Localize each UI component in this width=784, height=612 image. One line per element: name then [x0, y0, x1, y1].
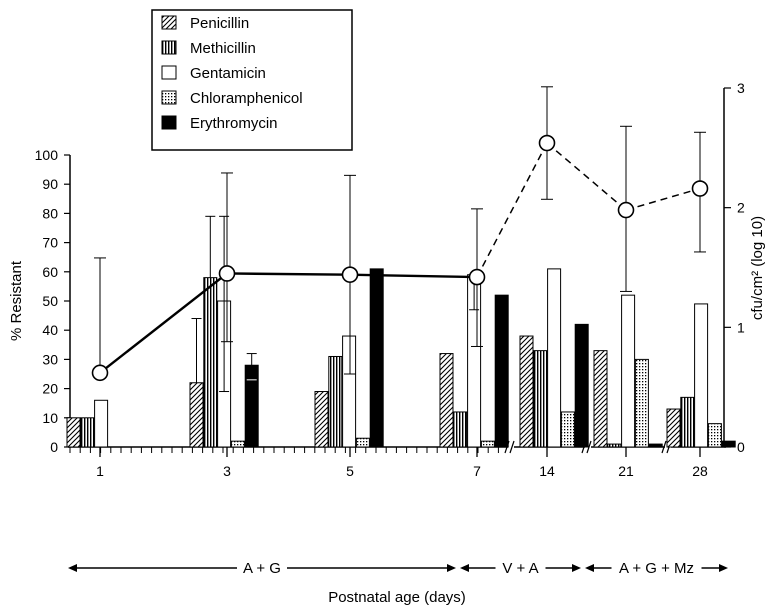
treatment-label: A + G	[243, 560, 281, 577]
x-tick-label: 28	[692, 463, 708, 479]
bar-gentamicin-day-14	[547, 268, 562, 448]
bar-chloramphenicol-day-5	[355, 437, 370, 448]
bar-gentamicin-day-5	[342, 335, 357, 448]
axes: 0 10 20 30 40 50 60 70 80 90 100 0 1 2 3 1 3 5 7 14 21 28 %…	[8, 80, 766, 606]
bar-methicillin-day-14	[533, 350, 548, 448]
count-point-day-28	[691, 180, 709, 197]
treatment-label-bg	[237, 558, 287, 578]
x-tick-label: 1	[96, 463, 104, 479]
treatment-label: A + G + Mz	[619, 560, 694, 577]
bar-methicillin-day-3	[203, 277, 218, 448]
legend-box	[151, 9, 353, 151]
count-series	[91, 86, 709, 382]
count-line-segment	[99, 272, 228, 374]
bar-erythromycin-day-28	[721, 440, 736, 448]
count-point-day-7	[468, 268, 486, 286]
bar-penicillin-day-28	[666, 408, 681, 448]
y-tick-label: 90	[42, 176, 58, 192]
legend-label-erythromycin: Erythromycin	[190, 115, 278, 132]
bar-erythromycin-day-7	[494, 294, 509, 448]
y-tick-label: 30	[42, 351, 58, 367]
bar-erythromycin-day-21	[648, 443, 663, 448]
bar-gentamicin-day-28	[694, 303, 709, 448]
bars	[66, 268, 736, 448]
y-tick-label: 80	[42, 205, 58, 221]
y2-axis-label: cfu/cm² (log 10)	[749, 216, 766, 320]
y-tick-label: 100	[35, 147, 59, 163]
legend-swatch-chloramphenicol	[161, 90, 177, 105]
y2-tick-label: 2	[737, 200, 745, 216]
bar-penicillin-day-3	[189, 382, 204, 448]
count-line-segment	[476, 142, 548, 278]
y2-tick-label: 3	[737, 80, 745, 96]
y-tick-label: 70	[42, 235, 58, 251]
bar-methicillin-day-1	[80, 417, 95, 448]
bar-chloramphenicol-day-3	[230, 440, 245, 448]
legend: Penicillin Methicillin Gentamicin Chloramph…	[151, 9, 353, 151]
x-tick-label: 7	[473, 463, 481, 479]
bar-penicillin-day-14	[519, 335, 534, 448]
y-tick-label: 60	[42, 264, 58, 280]
treatment-label: V + A	[502, 560, 538, 577]
treatment-arrowhead-left	[585, 564, 594, 572]
y2-tick-label: 0	[737, 439, 745, 455]
treatment-arrowhead-left	[460, 564, 469, 572]
bar-penicillin-day-5	[314, 391, 329, 448]
legend-swatch-methicillin	[161, 40, 177, 55]
treatment-arrowhead-right	[447, 564, 456, 572]
count-line-segment	[625, 187, 701, 211]
x-tick-label: 14	[539, 463, 555, 479]
y-tick-label: 10	[42, 410, 58, 426]
bar-erythromycin-day-5	[369, 268, 384, 448]
count-point-day-3	[218, 265, 236, 282]
legend-label-penicillin: Penicillin	[190, 15, 249, 32]
treatment-arrowhead-left	[68, 564, 77, 572]
bar-methicillin-day-21	[607, 443, 622, 448]
y-tick-label: 40	[42, 322, 58, 338]
y-tick-label: 20	[42, 381, 58, 397]
bar-gentamicin-day-21	[621, 294, 636, 448]
bar-chloramphenicol-day-14	[560, 411, 575, 448]
treatment-label-bg	[495, 558, 546, 578]
y2-tick-label: 1	[737, 319, 745, 335]
bar-methicillin-day-5	[328, 355, 343, 448]
count-point-day-14	[538, 134, 556, 152]
bar-methicillin-day-28	[680, 396, 695, 448]
bar-chloramphenicol-day-21	[634, 358, 649, 448]
bar-penicillin-day-1	[66, 417, 81, 448]
x-tick-label: 3	[223, 463, 231, 479]
bar-penicillin-day-7	[439, 353, 454, 448]
count-point-day-1	[91, 364, 109, 382]
x-axis-label: Postnatal age (days)	[328, 589, 466, 606]
y-tick-label: 50	[42, 293, 58, 309]
count-point-day-5	[341, 266, 359, 283]
legend-swatch-gentamicin	[161, 65, 177, 80]
legend-label-methicillin: Methicillin	[190, 40, 256, 57]
bar-gentamicin-day-1	[94, 399, 109, 448]
legend-swatch-penicillin	[161, 15, 177, 30]
y-tick-label: 0	[50, 439, 58, 455]
legend-label-chloramphenicol: Chloramphenicol	[190, 90, 303, 107]
treatment-arrowhead-right	[572, 564, 581, 572]
treatment-periods: A + G V + A A + G + Mz	[68, 558, 728, 578]
y-axis-label: % Resistant	[8, 260, 25, 341]
x-tick-label: 21	[618, 463, 634, 479]
legend-swatch-erythromycin	[161, 115, 177, 130]
bar-methicillin-day-7	[453, 411, 468, 448]
count-point-day-21	[617, 201, 635, 219]
legend-label-gentamicin: Gentamicin	[190, 65, 266, 82]
bar-chloramphenicol-day-28	[707, 423, 722, 448]
x-tick-label: 5	[346, 463, 354, 479]
bar-penicillin-day-21	[593, 350, 608, 448]
bar-erythromycin-day-14	[574, 323, 589, 448]
treatment-label-bg	[611, 558, 702, 578]
count-line-segment	[546, 142, 627, 211]
count-line-segment	[226, 272, 351, 276]
bar-chloramphenicol-day-7	[480, 440, 495, 448]
count-line-segment	[349, 273, 478, 279]
treatment-arrowhead-right	[719, 564, 728, 572]
